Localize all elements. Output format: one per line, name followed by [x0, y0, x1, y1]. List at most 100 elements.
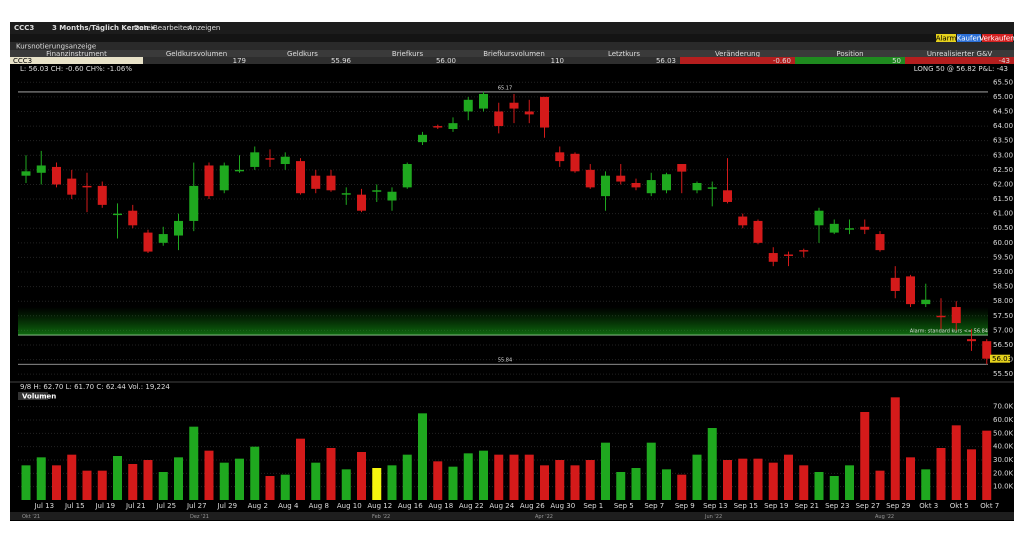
volume-bar — [799, 465, 809, 500]
x-tick-label: Sep 13 — [703, 502, 727, 510]
y-tick-label: 65.00 — [993, 93, 1013, 101]
menu-item[interactable]: Bearbeiten — [153, 24, 191, 32]
volume-bar — [677, 474, 687, 500]
volume-bar — [692, 454, 702, 500]
cell-bg — [250, 57, 355, 64]
y-tick-label: 58.00 — [993, 297, 1013, 305]
y-tick-label: 56.50 — [993, 341, 1013, 349]
candle-body — [662, 174, 671, 191]
volume-bar — [967, 449, 976, 500]
candle-body — [860, 226, 870, 230]
menu-item[interactable]: Anzeigen — [188, 24, 220, 32]
candle-body — [280, 156, 290, 165]
candle-body — [463, 99, 473, 112]
column-header: Position — [836, 50, 863, 58]
candle-body — [265, 158, 275, 160]
buy-button[interactable]: Kaufen — [957, 35, 981, 43]
y-tick-label: 30.0K — [993, 456, 1014, 464]
candle-body — [601, 175, 610, 197]
candle-body — [753, 220, 763, 243]
y-tick-label: 55.50 — [993, 370, 1013, 378]
candle-body — [372, 190, 382, 192]
y-tick-label: 60.00 — [993, 239, 1013, 247]
x-tick-label: Jul 25 — [155, 502, 176, 510]
x-tick-label: Jul 21 — [125, 502, 146, 510]
volume-bar — [204, 450, 214, 500]
y-tick-label: 20.0K — [993, 469, 1014, 477]
volume-bar — [448, 466, 458, 500]
period[interactable]: 3 Months/Täglich Kerzen ▾ — [52, 24, 155, 32]
candle-body — [387, 191, 397, 201]
candle-body — [692, 182, 702, 191]
x-tick-label: Sep 29 — [886, 502, 910, 510]
y-tick-label: 60.0K — [993, 416, 1014, 424]
volume-bar — [982, 430, 992, 500]
volume-bar — [219, 462, 229, 500]
candle-body — [631, 182, 641, 188]
x-tick-label: Sep 19 — [764, 502, 788, 510]
panel-title-bg — [10, 42, 1014, 50]
cell-bg — [795, 57, 905, 64]
candle-body — [829, 223, 839, 233]
x-tick-label: Aug 18 — [428, 502, 453, 510]
x-tick-label: Sep 21 — [795, 502, 819, 510]
x-tick-label: Aug 24 — [489, 502, 514, 510]
candle-body — [814, 210, 824, 226]
candle-body — [646, 180, 656, 194]
volume-bar — [784, 454, 793, 500]
candle-body — [723, 190, 732, 202]
volume-bar — [82, 470, 92, 500]
volume-bar — [951, 425, 961, 500]
candle-body — [906, 276, 915, 305]
candle-body — [875, 234, 885, 251]
volume-bar — [738, 458, 748, 500]
position-info: LONG 50 @ 56.82 P&L: -43 — [914, 65, 1008, 73]
toolbar-bg — [10, 22, 1014, 34]
y-tick-label: 64.00 — [993, 122, 1013, 130]
y-tick-label: 58.50 — [993, 283, 1013, 291]
cell-bg — [355, 57, 460, 64]
volume-bar — [189, 426, 199, 500]
x-tick-label: Aug 26 — [520, 502, 545, 510]
candle-body — [158, 234, 168, 243]
navigator-label: Okt '21 — [22, 514, 40, 520]
volume-bar — [280, 474, 290, 500]
x-tick-label: Aug 30 — [550, 502, 575, 510]
volume-bar — [357, 452, 366, 500]
column-header: Unrealisierter G&V — [927, 50, 993, 58]
x-tick-label: Aug 22 — [459, 502, 484, 510]
last-price: 56.03 — [992, 355, 1012, 363]
volume-bar — [326, 448, 336, 500]
volume-bar — [509, 454, 519, 500]
x-tick-label: Aug 12 — [367, 502, 392, 510]
menu-item[interactable]: Datei — [134, 24, 153, 32]
x-tick-label: Jul 13 — [33, 502, 54, 510]
volume-info: 9/8 H: 62.70 L: 61.70 C: 62.44 Vol.: 19,… — [20, 383, 170, 391]
volume-bar — [296, 438, 305, 500]
volume-bar — [387, 465, 397, 500]
navigator-bg — [10, 512, 1014, 520]
navigator-label: Dez '21 — [190, 514, 209, 520]
candle-body — [524, 111, 534, 115]
candle-body — [97, 185, 107, 205]
cell: CCC3 — [13, 57, 32, 65]
y-tick-label: 63.00 — [993, 151, 1013, 159]
candle-body — [189, 185, 199, 221]
candle-body — [82, 185, 92, 188]
column-header: Geldkurs — [287, 50, 318, 58]
volume-bar — [845, 465, 854, 500]
alarm-button[interactable]: Alarm — [936, 35, 957, 43]
sell-button[interactable]: Verkaufen — [979, 35, 1014, 43]
navigator-label: Apr '22 — [535, 514, 553, 520]
x-tick-label: Aug 10 — [337, 502, 362, 510]
volume-bar — [906, 457, 915, 500]
x-tick-label: Sep 23 — [825, 502, 849, 510]
legend-bg — [18, 392, 48, 400]
candle-body — [52, 166, 61, 185]
volume-bar — [21, 465, 31, 500]
y-tick-label: 57.50 — [993, 312, 1013, 320]
quote-table: Finanzinstrument CCC3 Geldkursvolumen 179 Ge… — [10, 50, 1014, 65]
candle-body — [67, 178, 77, 195]
candle-body — [677, 164, 687, 172]
icon-bar — [10, 34, 1014, 42]
